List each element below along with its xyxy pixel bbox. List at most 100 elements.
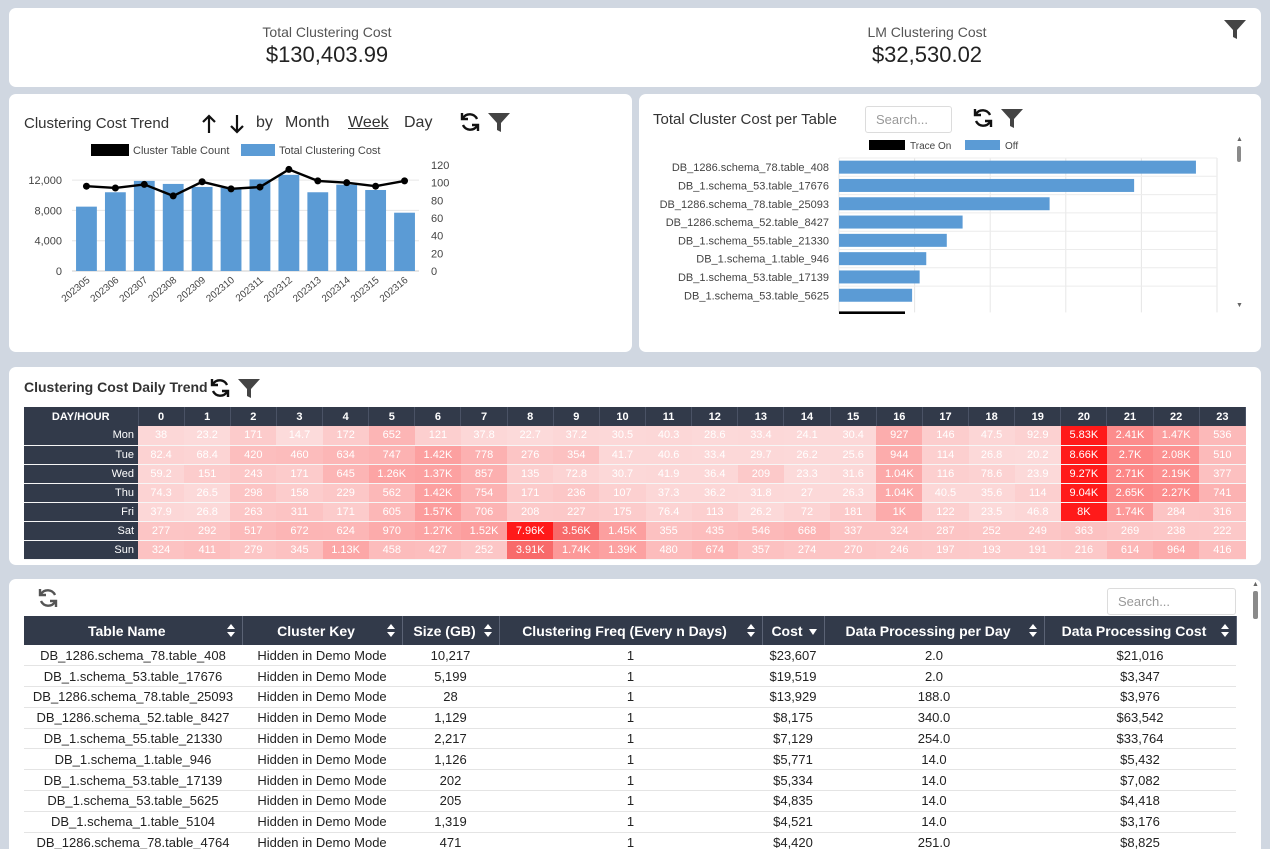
heatmap-cell: 674 <box>691 540 738 560</box>
sort-icon[interactable] <box>483 623 493 638</box>
bar-off <box>839 215 963 229</box>
table-row[interactable]: DB_1.schema_53.table_5625 Hidden in Demo … <box>24 790 1236 812</box>
table-row[interactable]: DB_1286.schema_78.table_25093 Hidden in D… <box>24 686 1236 708</box>
heatmap-cell: 546 <box>737 521 784 541</box>
sort-desc-icon[interactable] <box>808 625 818 640</box>
column-header[interactable]: Clustering Freq (Every n Days) <box>499 616 763 645</box>
table-cell: 14.0 <box>824 790 1044 812</box>
category-tick-label: DB_1.schema_53.table_17139 <box>678 272 829 284</box>
column-header[interactable]: Size (GB) <box>402 616 500 645</box>
heatmap-hour-header: 2 <box>230 407 277 426</box>
table-cell: $21,016 <box>1044 645 1236 667</box>
table-cell: 1 <box>499 769 762 792</box>
heatmap-cell: 944 <box>876 445 923 465</box>
refresh-icon[interactable] <box>972 107 994 129</box>
heatmap-hour-header: 9 <box>553 407 600 426</box>
heatmap-cell: 37.8 <box>460 426 508 446</box>
table-row[interactable]: DB_1286.schema_52.table_8427 Hidden in De… <box>24 707 1236 729</box>
heatmap-hour-header: 4 <box>322 407 370 426</box>
filter-icon[interactable] <box>237 378 261 400</box>
period-week[interactable]: Week <box>348 114 389 131</box>
kpi-label: Total Clustering Cost <box>262 24 392 40</box>
column-header[interactable]: Cost <box>762 616 825 645</box>
table-row[interactable]: DB_1.schema_1.table_5104 Hidden in Demo M… <box>24 811 1236 833</box>
filter-icon[interactable] <box>487 112 511 134</box>
point-cluster-table-count <box>343 179 351 187</box>
line-cluster-table-count <box>86 168 405 198</box>
column-header[interactable]: Table Name <box>24 616 243 645</box>
bar-total-clustering-cost <box>220 187 242 271</box>
table-row[interactable]: DB_1.schema_53.table_17676 Hidden in Demo… <box>24 665 1236 688</box>
category-tick-label: 202311 <box>234 275 266 305</box>
column-header-label: Data Processing Cost <box>1061 622 1207 639</box>
table-cell: 28 <box>402 686 499 708</box>
filter-icon[interactable] <box>1223 19 1247 41</box>
table-row[interactable]: DB_1286.schema_78.table_408 Hidden in Dem… <box>24 645 1236 667</box>
right-tick-label: 100 <box>431 178 449 190</box>
table-search-input[interactable]: Search... <box>1107 588 1236 615</box>
column-header[interactable]: Cluster Key <box>242 616 403 645</box>
heatmap-cell: 151 <box>184 464 231 484</box>
table-cell: 14.0 <box>824 748 1044 771</box>
refresh-icon[interactable] <box>459 111 481 133</box>
refresh-icon[interactable] <box>209 377 231 399</box>
bar-off <box>839 178 1135 192</box>
heatmap-hour-header: 1 <box>184 407 231 426</box>
sort-icon[interactable] <box>746 623 756 638</box>
period-month[interactable]: Month <box>285 114 330 131</box>
column-header[interactable]: Data Processing per Day <box>824 616 1045 645</box>
category-tick-label: DB_1286.schema_52.table_8427 <box>666 217 829 229</box>
point-cluster-table-count <box>372 182 380 190</box>
chart-scrollbar[interactable]: ▲ ▼ <box>1235 136 1243 312</box>
table-cell: 2.0 <box>824 665 1044 688</box>
kpi-value: $32,530.02 <box>871 42 983 67</box>
table-scrollbar[interactable]: ▲ <box>1251 581 1260 849</box>
heatmap-cell: 252 <box>460 540 508 560</box>
table-cell: 1 <box>499 665 762 688</box>
sort-icon[interactable] <box>1220 623 1230 638</box>
search-input[interactable]: Search... <box>865 106 952 133</box>
table-cell: Hidden in Demo Mode <box>242 790 402 812</box>
heatmap-cell: 668 <box>783 521 831 541</box>
card-title: Clustering Cost Trend <box>24 115 170 132</box>
table-row[interactable]: DB_1286.schema_78.table_4764 Hidden in De… <box>24 832 1236 849</box>
heatmap-cell: 614 <box>1106 540 1154 560</box>
refresh-icon[interactable] <box>37 587 59 609</box>
column-header-label: Cost <box>771 622 803 639</box>
heatmap-cell: 652 <box>368 426 415 446</box>
heatmap-cell: 246 <box>876 540 923 560</box>
legend-swatch-cluster-table-count <box>91 144 129 156</box>
table-cell: DB_1.schema_53.table_17676 <box>24 665 242 688</box>
table-cell: DB_1.schema_1.table_946 <box>24 748 242 771</box>
arrow-up-icon[interactable] <box>201 114 217 134</box>
heatmap-cell: 1.45K <box>599 521 646 541</box>
table-row[interactable]: DB_1.schema_53.table_17139 Hidden in Demo… <box>24 769 1236 792</box>
heatmap-cell: 624 <box>322 521 369 541</box>
heatmap-hour-header: 14 <box>783 407 831 426</box>
sort-icon[interactable] <box>386 623 396 638</box>
heatmap-cell: 171 <box>276 464 323 484</box>
heatmap-row: Fri 37.9 26.8 263 311 171 605 1.57K 706 208 227 175… <box>24 502 1246 522</box>
filter-icon[interactable] <box>1000 108 1024 130</box>
heatmap-cell: 243 <box>230 464 277 484</box>
sort-icon[interactable] <box>226 623 236 638</box>
heatmap-cell: 30.5 <box>599 426 646 446</box>
heatmap-day-label: Fri <box>24 502 138 522</box>
arrow-down-icon[interactable] <box>229 114 245 134</box>
period-day[interactable]: Day <box>404 114 433 131</box>
sort-icon[interactable] <box>1028 623 1038 638</box>
table-row[interactable]: DB_1.schema_1.table_946 Hidden in Demo Mo… <box>24 748 1236 771</box>
heatmap-row: Sat 277 292 517 672 624 970 1.27K 1.52K 7.96K 3.56… <box>24 521 1246 541</box>
heatmap-cell: 1.42K <box>414 483 461 503</box>
table-header-row: Table Name Cluster Key Size (GB) Clustering… <box>24 616 1237 645</box>
heatmap-cell: 26.2 <box>737 502 784 522</box>
point-cluster-table-count <box>401 177 409 185</box>
by-label: by <box>256 114 273 131</box>
table-cell: 188.0 <box>824 686 1044 708</box>
column-header[interactable]: Data Processing Cost <box>1044 616 1237 645</box>
table-card: Search... Table Name Cluster Key Size (GB)… <box>9 579 1261 849</box>
table-row[interactable]: DB_1.schema_55.table_21330 Hidden in Demo… <box>24 728 1236 750</box>
heatmap-cell: 222 <box>1199 521 1246 541</box>
heatmap-cell: 68.4 <box>184 445 231 465</box>
heatmap-cell: 26.5 <box>184 483 231 503</box>
